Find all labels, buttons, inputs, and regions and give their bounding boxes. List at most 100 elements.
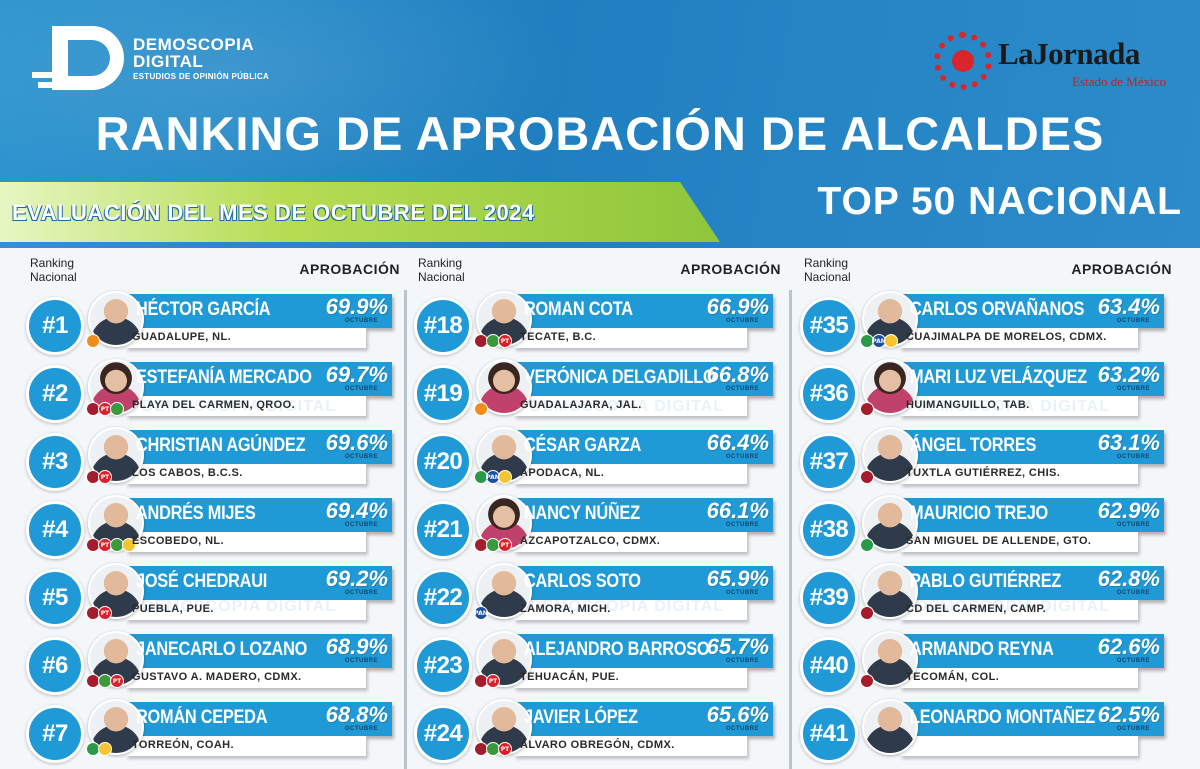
ranking-row: #7 ROMÁN CEPEDA 68.8% OCTUBRE TORREÓN, COAH.: [22, 699, 404, 764]
month-tag: OCTUBRE: [725, 658, 759, 664]
mayor-location: TEHUACÁN, PUE.: [520, 671, 620, 683]
ranking-header-line2: Nacional: [30, 270, 77, 284]
name-bar: [900, 634, 1164, 668]
approval-value: 63.1%: [1097, 430, 1160, 455]
mayor-card: ÁNGEL TORRES 63.1% OCTUBRE TUXTLA GUTIÉRREZ…: [860, 427, 1164, 488]
location-bar: [514, 668, 747, 688]
location-bar: [126, 464, 366, 484]
ranking-row: #39 PABLO GUTIÉRREZ 62.8% OCTUBRE CD DEL CAR…: [796, 563, 1176, 628]
column-header: Ranking Nacional APROBACIÓN: [22, 248, 404, 294]
ranking-header: Ranking Nacional: [30, 256, 77, 284]
month-tag: OCTUBRE: [344, 386, 378, 392]
mayor-location: CD DEL CARMEN, CAMP.: [906, 603, 1047, 615]
ranking-row: #37 ÁNGEL TORRES 63.1% OCTUBRE TUXTLA GUTIÉR…: [796, 427, 1176, 492]
month-tag: OCTUBRE: [725, 454, 759, 460]
approval-value: 63.4%: [1097, 294, 1160, 319]
mayor-name: HÉCTOR GARCÍA: [136, 299, 271, 320]
name-bar: [514, 294, 773, 328]
lajornada-title: LaJornada: [998, 36, 1140, 71]
mayor-name: LEONARDO MONTAÑEZ: [910, 707, 1096, 728]
mayor-name: ARMANDO REYNA: [910, 639, 1054, 660]
mayor-card: ARMANDO REYNA 62.6% OCTUBRE TECOMÁN, COL.: [860, 631, 1164, 692]
party-pt-icon: PT: [498, 334, 512, 348]
location-bar: [514, 464, 747, 484]
mayor-name: ROMAN COTA: [524, 299, 633, 320]
month-tag: OCTUBRE: [344, 658, 378, 664]
mayor-location: AZCAPOTZALCO, CDMX.: [520, 535, 661, 547]
mayor-location: GUADALAJARA, JAL.: [520, 399, 642, 411]
approval-value: 66.1%: [706, 498, 769, 523]
mayor-card: PAN CÉSAR GARZA 66.4% OCTUBRE APODACA, NL.: [474, 427, 773, 488]
ranking-row: #35 PAN CARLOS ORVAÑANOS 63.4% OCTUBRE CUAJIM…: [796, 291, 1176, 356]
ranking-row: #18 PT ROMAN COTA 66.9% OCTUBRE TECATE, B.C.: [410, 291, 785, 356]
name-bar: [126, 634, 392, 668]
approval-value: 69.7%: [325, 362, 388, 387]
name-bar: [126, 430, 392, 464]
mayor-location: PUEBLA, PUE.: [132, 603, 214, 615]
ranking-header-line1: Ranking: [30, 256, 75, 270]
evaluation-label: EVALUACIÓN DEL MES DE OCTUBRE DEL 2024: [12, 200, 535, 225]
ranking-row: #6 PT JANECARLO LOZANO 68.9% OCTUBRE GUSTAVO …: [22, 631, 404, 696]
watermark: DEMOSCOPIA DIGITAL: [530, 398, 724, 415]
lajornada-logo: LaJornada Estado de México: [934, 30, 1166, 94]
location-bar: [126, 396, 366, 416]
mayor-location: ESCOBEDO, NL.: [132, 535, 224, 547]
ranking-row: #24 PT JAVIER LÓPEZ 65.6% OCTUBRE ÁLVARO OBRE…: [410, 699, 785, 764]
month-tag: OCTUBRE: [344, 726, 378, 732]
location-bar: [514, 600, 747, 620]
name-bar: [900, 498, 1164, 532]
ranking-row: #23 PT ALEJANDRO BARROSO 65.7% OCTUBRE TEHUAC…: [410, 631, 785, 696]
rank-badge: #39: [800, 569, 858, 627]
location-bar: [900, 532, 1138, 552]
approval-value: 65.7%: [706, 634, 769, 659]
mayor-photo: [862, 495, 918, 551]
ranking-header-line2: Nacional: [418, 270, 465, 284]
mayor-location: LOS CABOS, B.C.S.: [132, 467, 243, 479]
column-divider: [404, 290, 407, 769]
mayor-card: PAN CARLOS SOTO 65.9% OCTUBRE ZAMORA, MICH.: [474, 563, 773, 624]
watermark: DEMOSCOPIA DIGITAL: [530, 598, 724, 615]
approval-value: 65.9%: [706, 566, 769, 591]
rank-badge: #3: [26, 433, 84, 491]
mayor-name: CHRISTIAN AGÚNDEZ: [136, 435, 306, 456]
party-pt-icon: PT: [498, 742, 512, 756]
party-prd-icon: [122, 538, 136, 552]
mayor-card: ROMÁN CEPEDA 68.8% OCTUBRE TORREÓN, COAH.: [86, 699, 392, 760]
mayor-card: PABLO GUTIÉRREZ 62.8% OCTUBRE CD DEL CARMEN…: [860, 563, 1164, 624]
approval-value: 69.6%: [325, 430, 388, 455]
ranking-header: Ranking Nacional: [418, 256, 465, 284]
location-bar: [900, 328, 1138, 348]
approval-value: 69.4%: [325, 498, 388, 523]
party-pri-icon: [860, 538, 874, 552]
location-bar: [900, 736, 1138, 756]
name-bar: [126, 566, 392, 600]
name-bar: [514, 498, 773, 532]
mayor-location: TUXTLA GUTIÉRREZ, CHIS.: [906, 467, 1061, 479]
demoscopia-logo: DEMOSCOPIA DIGITAL ESTUDIOS DE OPINIÓN P…: [32, 26, 269, 90]
name-bar: [514, 566, 773, 600]
month-tag: OCTUBRE: [725, 522, 759, 528]
brand-line1: DEMOSCOPIA: [133, 34, 255, 54]
column-header: Ranking Nacional APROBACIÓN: [410, 248, 785, 294]
approval-value: 66.9%: [706, 294, 769, 319]
mayor-card: VERÓNICA DELGADILLO 66.8% OCTUBRE GUADALAJA…: [474, 359, 773, 420]
month-tag: OCTUBRE: [725, 726, 759, 732]
rank-badge: #36: [800, 365, 858, 423]
location-bar: [900, 668, 1138, 688]
party-morena-icon: [860, 674, 874, 688]
rank-badge: #24: [414, 705, 472, 763]
party-mc-icon: [86, 334, 100, 348]
ranking-row: #2 PT ESTEFANÍA MERCADO 69.7% OCTUBRE PLAYA D…: [22, 359, 404, 424]
rank-badge: #18: [414, 297, 472, 355]
mayor-location: TORREÓN, COAH.: [132, 739, 234, 751]
name-bar: [900, 566, 1164, 600]
ranking-header-line1: Ranking: [418, 256, 463, 270]
month-tag: OCTUBRE: [1116, 726, 1150, 732]
month-tag: OCTUBRE: [1116, 590, 1150, 596]
mayor-name: JAVIER LÓPEZ: [524, 707, 638, 728]
approval-value: 69.2%: [325, 566, 388, 591]
name-bar: [514, 430, 773, 464]
column-header: Ranking Nacional APROBACIÓN: [796, 248, 1176, 294]
approval-value: 62.9%: [1097, 498, 1160, 523]
mayor-location: GUADALUPE, NL.: [132, 331, 232, 343]
